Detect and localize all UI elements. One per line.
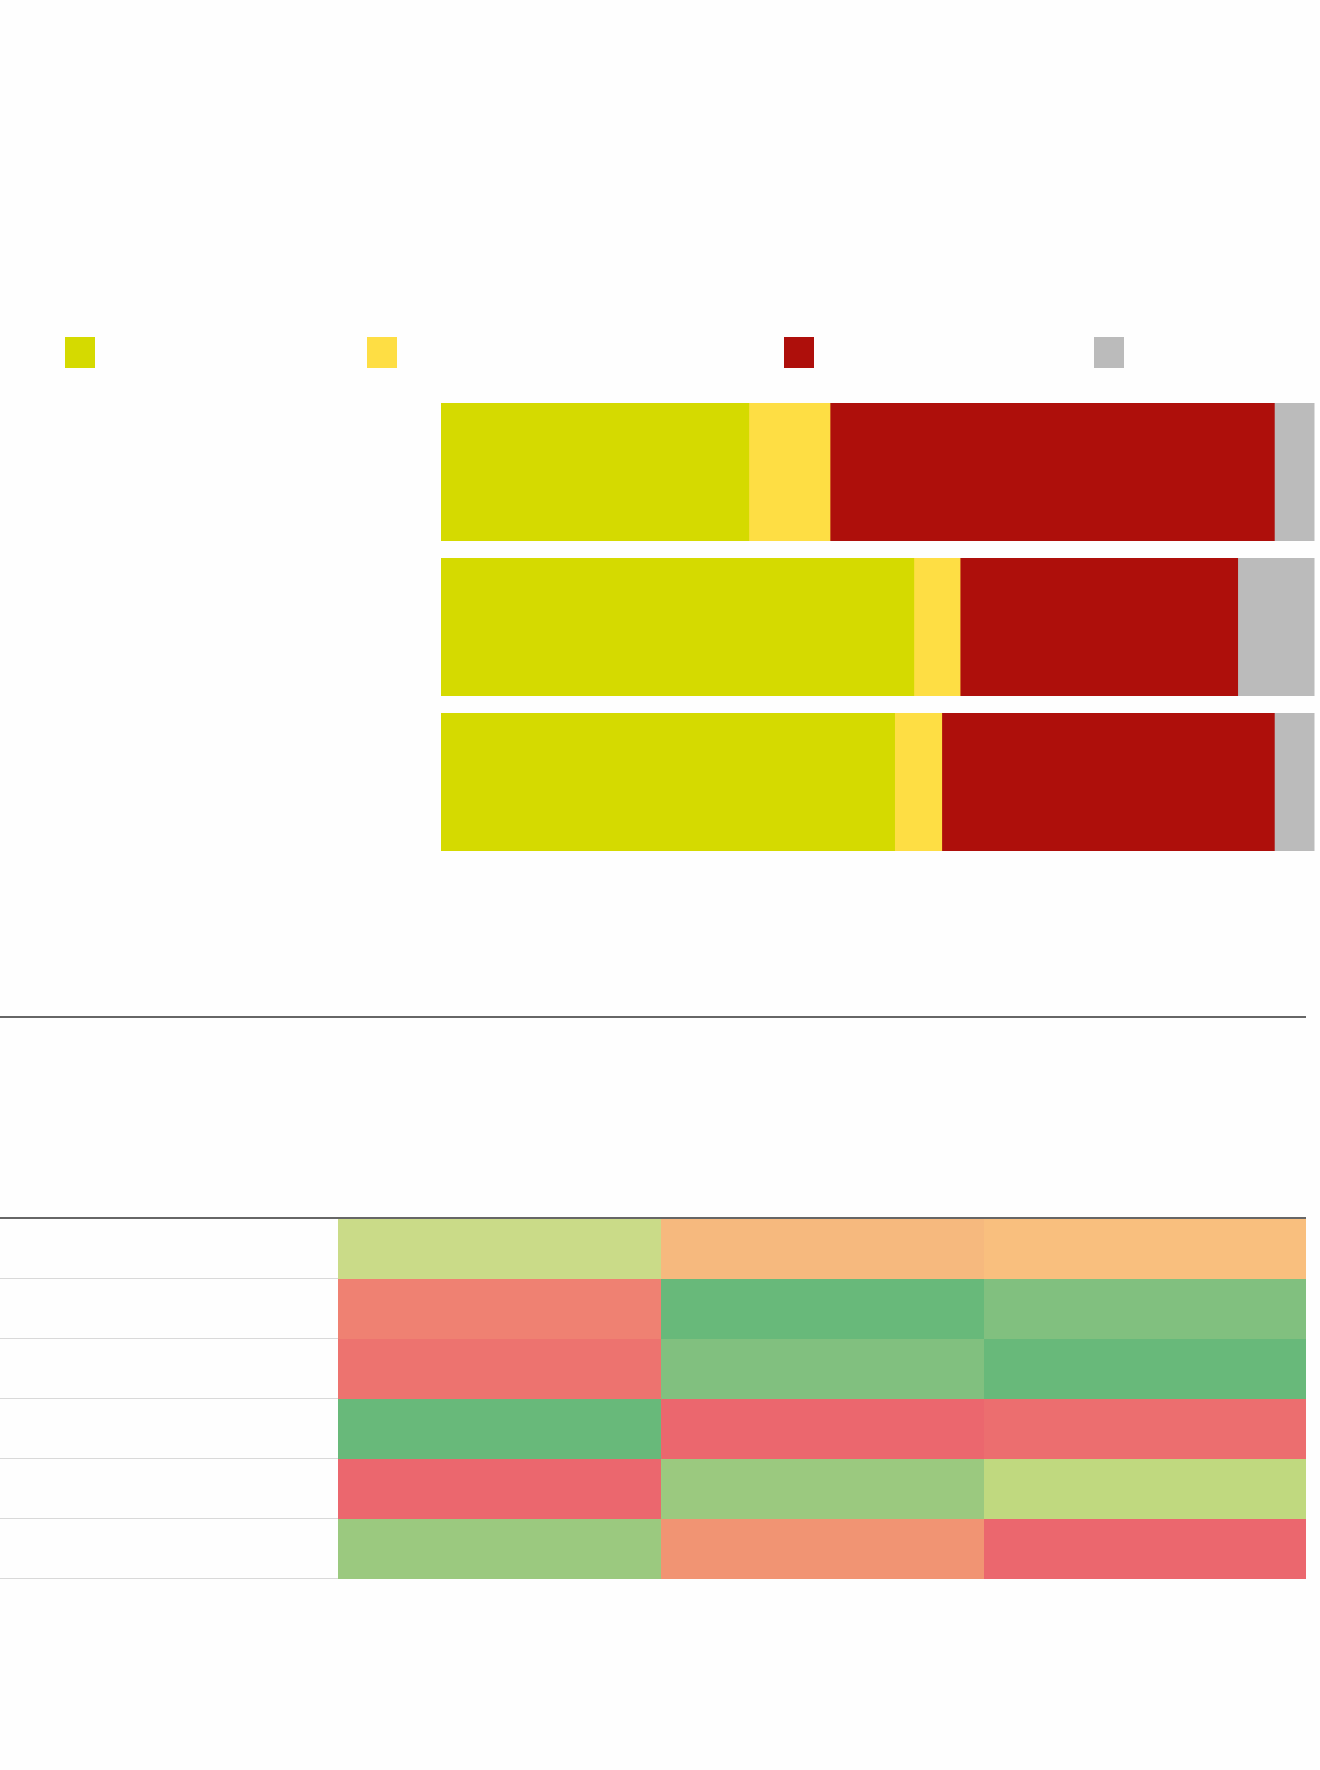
bar-segment-1-2 bbox=[749, 403, 831, 541]
bar-segment-2-3 bbox=[960, 558, 1239, 696]
heatmap-table bbox=[0, 1219, 1306, 1579]
table-row bbox=[0, 1519, 1306, 1579]
heatmap-cell bbox=[984, 1519, 1306, 1579]
section-divider bbox=[0, 1016, 1306, 1018]
heatmap-cell bbox=[984, 1279, 1306, 1339]
chart-legend bbox=[0, 337, 1320, 369]
row-label bbox=[0, 1519, 338, 1578]
heatmap-cell bbox=[661, 1399, 984, 1459]
heatmap-cell bbox=[661, 1219, 984, 1279]
heatmap-cell bbox=[984, 1399, 1306, 1459]
legend-swatch-4 bbox=[1094, 337, 1124, 368]
bar-segment-2-2 bbox=[914, 558, 961, 696]
heatmap-cell bbox=[338, 1279, 661, 1339]
bar-segment-2-1 bbox=[441, 558, 915, 696]
table-row bbox=[0, 1399, 1306, 1459]
heatmap-cell bbox=[338, 1399, 661, 1459]
heatmap-cell bbox=[984, 1219, 1306, 1279]
heatmap-cell bbox=[338, 1339, 661, 1399]
row-label bbox=[0, 1279, 338, 1338]
bar-segment-1-3 bbox=[830, 403, 1276, 541]
table-row bbox=[0, 1339, 1306, 1399]
heatmap-cell bbox=[984, 1339, 1306, 1399]
table-row bbox=[0, 1459, 1306, 1519]
stacked-bar-chart bbox=[441, 403, 1315, 851]
heatmap-cell bbox=[661, 1339, 984, 1399]
row-label bbox=[0, 1459, 338, 1518]
heatmap-cell bbox=[338, 1519, 661, 1579]
table-row bbox=[0, 1279, 1306, 1339]
row-label bbox=[0, 1399, 338, 1458]
heatmap-cell bbox=[338, 1219, 661, 1279]
heatmap-cell bbox=[661, 1519, 984, 1579]
legend-swatch-1 bbox=[65, 337, 95, 368]
row-label bbox=[0, 1339, 338, 1398]
legend-swatch-3 bbox=[784, 337, 814, 368]
bar-segment-3-3 bbox=[942, 713, 1276, 851]
bar-segment-3-1 bbox=[441, 713, 896, 851]
bar-segment-3-4 bbox=[1274, 713, 1315, 851]
heatmap-cell bbox=[338, 1459, 661, 1519]
bar-segment-1-1 bbox=[441, 403, 750, 541]
heatmap-cell bbox=[984, 1459, 1306, 1519]
bar-segment-1-4 bbox=[1274, 403, 1315, 541]
legend-swatch-2 bbox=[367, 337, 397, 368]
table-top-rule bbox=[0, 1217, 1306, 1219]
row-label bbox=[0, 1219, 338, 1278]
bar-segment-2-4 bbox=[1238, 558, 1315, 696]
heatmap-cell bbox=[661, 1279, 984, 1339]
bar-segment-3-2 bbox=[894, 713, 943, 851]
heatmap-cell bbox=[661, 1459, 984, 1519]
table-row bbox=[0, 1219, 1306, 1279]
